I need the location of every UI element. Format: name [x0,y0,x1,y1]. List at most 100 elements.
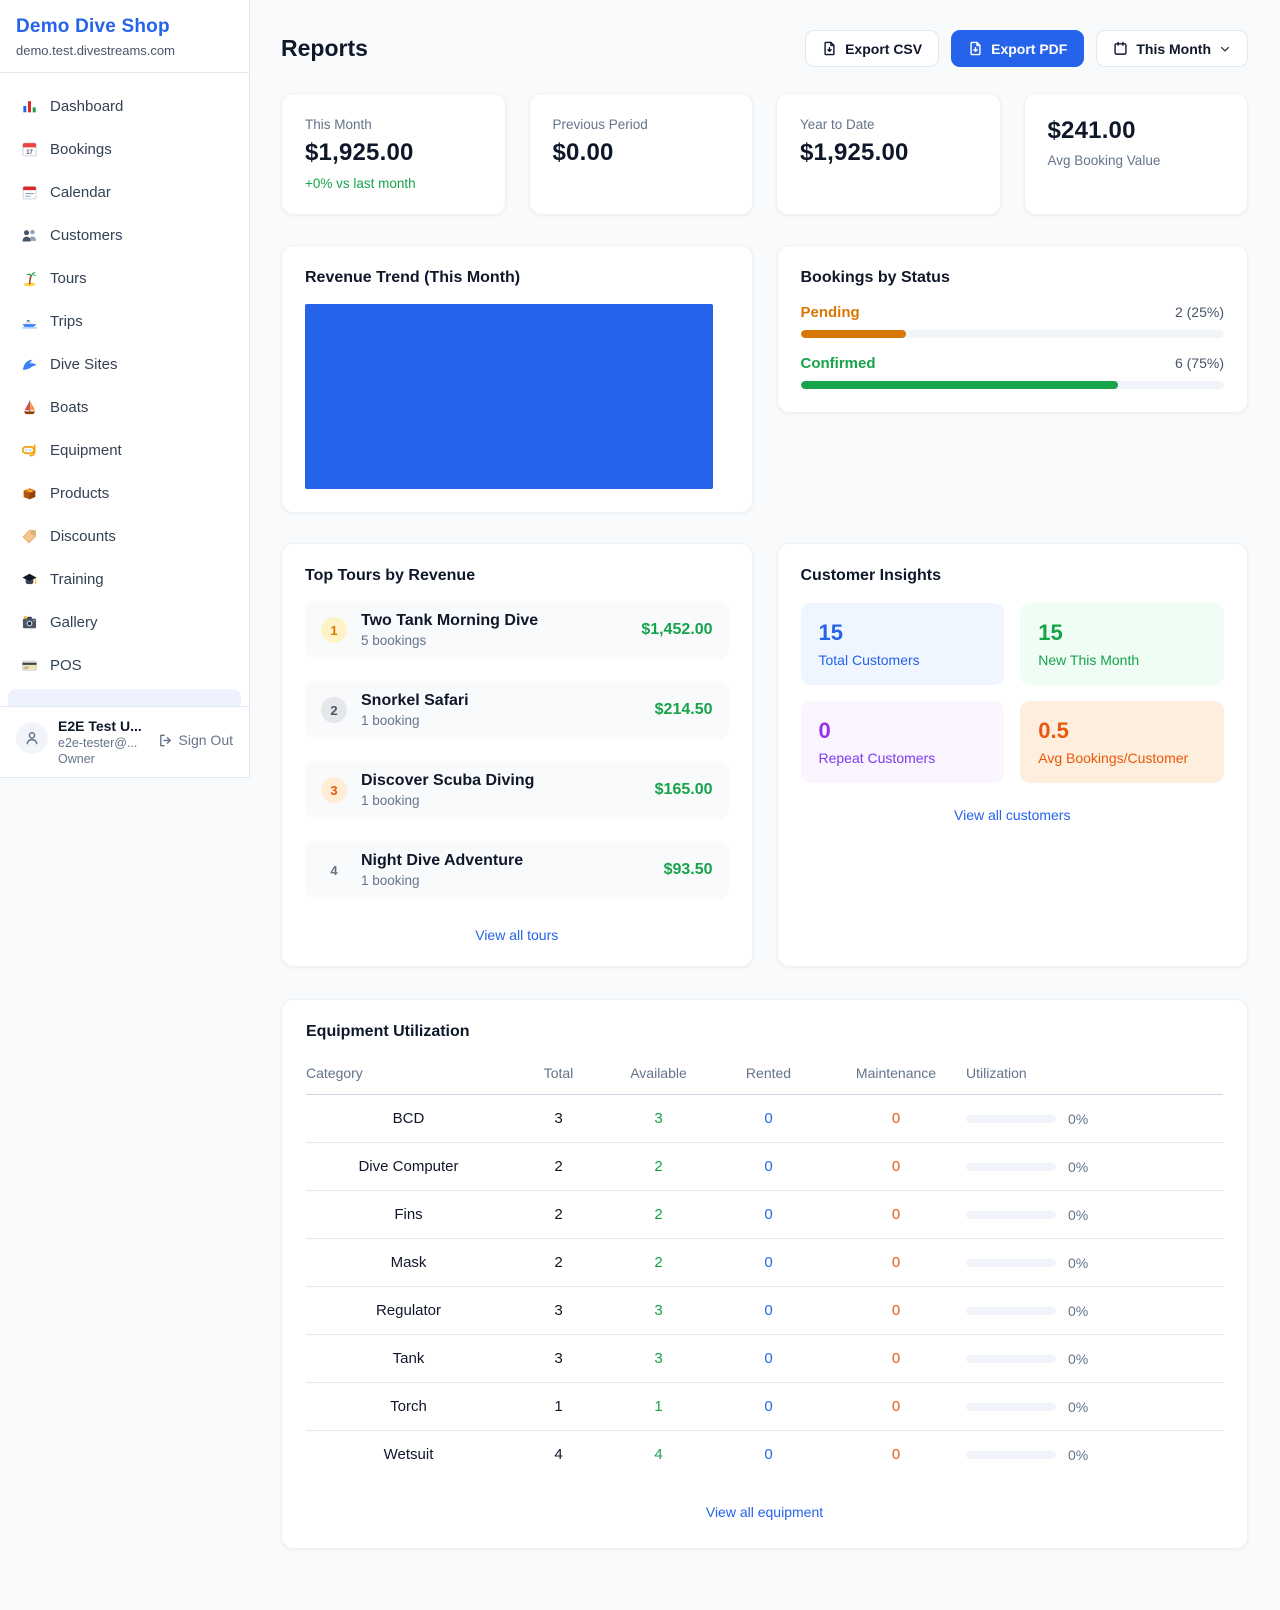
sidebar-item-products[interactable]: Products [8,474,241,512]
sidebar-item-label: Training [50,570,104,588]
file-icon [970,41,981,56]
table-row: Regulator 3 3 0 0 0% [306,1286,1223,1335]
page-header: Reports Export CSV Export PDF This Month [281,30,1248,67]
trips-icon [20,312,38,330]
revenue-trend-title: Revenue Trend (This Month) [305,269,521,286]
table-row: Dive Computer 2 2 0 0 0% [306,1142,1223,1191]
revenue-trend-chart [305,304,713,489]
view-all-tours-link[interactable]: View all tours [475,927,559,943]
pos-icon [20,656,38,674]
utilization-bar [966,1114,1056,1123]
period-label: This Month [1136,40,1211,57]
top-tours-title: Top Tours by Revenue [305,567,476,584]
export-pdf-label: Export PDF [991,40,1068,57]
utilization-bar [966,1450,1056,1459]
shop-name: Demo Dive Shop [16,16,170,37]
sidebar-item-reports-active-partial[interactable] [8,689,241,706]
table-row: Fins 2 2 0 0 0% [306,1190,1223,1239]
equipment-table: Category Total Available Rented Maintena… [306,1057,1223,1478]
insight-grid: 15 Total Customers 15 New This Month 0 R… [800,603,1224,783]
utilization-bar [966,1306,1056,1315]
status-row-confirmed: Confirmed 6 (75%) [800,355,1224,389]
tour-name: Two Tank Morning Dive [361,612,539,629]
tour-revenue: $93.50 [663,861,713,878]
sidebar-item-label: Dive Sites [50,355,118,373]
dashboard-icon [20,97,38,115]
table-row: Wetsuit 4 4 0 0 0% [383,1446,1089,1463]
sidebar-item-label: Boats [50,398,89,416]
tour-list: 1 Two Tank Morning Dive 5 bookings $1,45… [305,601,729,899]
sidebar-item-pos[interactable]: POS [8,646,241,684]
shop-domain: demo.test.divestreams.com [16,43,175,58]
sidebar-nav: Dashboard 17 Bookings Calendar Customers… [0,73,249,706]
table-header-row: Category Total Available Rented Maintena… [306,1057,1223,1095]
period-select[interactable]: This Month [1096,30,1248,67]
sidebar-item-label: Calendar [50,183,111,201]
products-icon [20,484,38,502]
sidebar-item-equipment[interactable]: Equipment [8,431,241,469]
tour-name: Snorkel Safari [361,692,469,709]
customer-insights-card: Customer Insights 15 Total Customers 15 … [776,543,1248,967]
sidebar-item-label: Products [50,484,110,502]
table-row: BCD 3 3 0 0 0% [306,1094,1223,1143]
sidebar-item-boats[interactable]: Boats [8,388,241,426]
tour-item: 1 Two Tank Morning Dive 5 bookings $1,45… [305,601,729,659]
view-all-equipment-link[interactable]: View all equipment [705,1504,824,1520]
sidebar-item-label: Trips [50,312,83,330]
tile-label: New This Month [1038,652,1140,668]
stat-card-this-month: This Month $1,925.00 +0% vs last month [281,93,506,215]
sidebar-item-tours[interactable]: Tours [8,259,241,297]
sidebar: Demo Dive Shop demo.test.divestreams.com… [0,0,250,778]
rank-badge: 1 [321,617,347,643]
stat-delta: +0% vs last month [305,176,416,191]
stat-value: $241.00 [1047,117,1136,144]
tour-bookings: 1 booking [361,793,420,808]
stat-card-previous-period: Previous Period $0.00 [528,93,753,215]
tour-revenue: $1,452.00 [641,621,713,638]
sidebar-item-label: Gallery [50,613,98,631]
header-actions: Export CSV Export PDF This Month [805,30,1248,67]
bookings-icon: 17 [20,140,38,158]
tour-bookings: 5 bookings [361,633,427,648]
utilization-bar [966,1162,1056,1171]
sidebar-item-customers[interactable]: Customers [8,216,241,254]
top-tours-card: Top Tours by Revenue 1 Two Tank Morning … [281,543,753,967]
rank-badge: 3 [321,777,347,803]
chevron-down-icon [1221,46,1229,51]
status-bar-track [800,381,1224,389]
sidebar-item-dashboard[interactable]: Dashboard [8,87,241,125]
tour-item: 3 Discover Scuba Diving 1 booking $165.0… [305,761,729,819]
export-csv-label: Export CSV [845,40,923,57]
utilization-bar [966,1258,1056,1267]
sidebar-item-discounts[interactable]: Discounts [8,517,241,555]
status-bar-fill [800,330,907,338]
export-csv-button[interactable]: Export CSV [805,30,940,67]
sign-out-button[interactable]: Sign Out [158,732,233,748]
sign-out-icon [159,734,171,746]
sidebar-item-trips[interactable]: Trips [8,302,241,340]
tour-item: 4 Night Dive Adventure 1 booking $93.50 [305,841,729,899]
sidebar-item-gallery[interactable]: Gallery [8,603,241,641]
sidebar-item-dive-sites[interactable]: Dive Sites [8,345,241,383]
view-all-customers-link[interactable]: View all customers [954,807,1071,823]
sidebar-item-bookings[interactable]: 17 Bookings [8,130,241,168]
export-pdf-button[interactable]: Export PDF [951,30,1085,67]
charts-row: Revenue Trend (This Month) Bookings by S… [281,245,1248,513]
svg-text:17: 17 [26,150,33,156]
equipment-utilization-card: Equipment Utilization Category Total Ava… [281,999,1248,1549]
calendar-icon [20,183,38,201]
bookings-by-status-title: Bookings by Status [800,269,950,286]
sidebar-item-calendar[interactable]: Calendar [8,173,241,211]
sidebar-item-label: Bookings [50,140,112,158]
calendar-outline-icon [1114,41,1127,55]
user-name: E2E Test U... [58,718,142,734]
sidebar-item-label: Customers [50,226,123,244]
user-email: e2e-tester@... [58,736,138,750]
sidebar-item-training[interactable]: Training [8,560,241,598]
utilization-bar [966,1210,1056,1219]
tour-item: 2 Snorkel Safari 1 booking $214.50 [305,681,729,739]
sidebar-user-section: E2E Test U... e2e-tester@... Owner Sign … [0,706,249,777]
insight-tile-repeat-customers: 0 Repeat Customers [800,701,1005,783]
table-row: Mask 2 2 0 0 0% [306,1238,1223,1287]
sidebar-item-label: Tours [50,269,87,287]
